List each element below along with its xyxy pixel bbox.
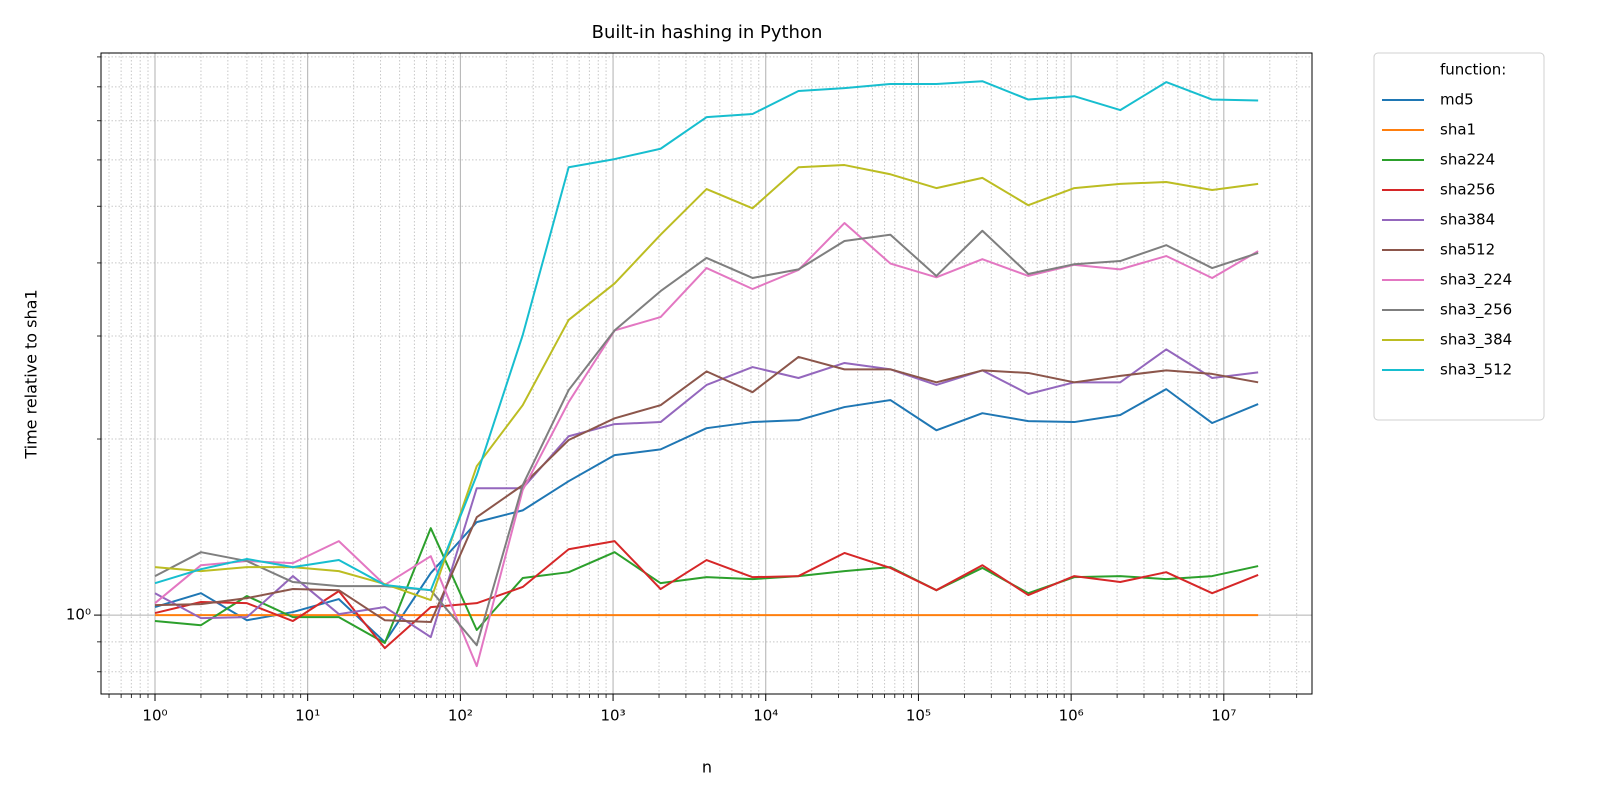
series-line — [154, 80, 1259, 592]
x-tick-label: 10³ — [601, 707, 626, 725]
series-line — [154, 164, 1259, 602]
x-tick-label: 10¹ — [295, 707, 320, 725]
chart-title: Built-in hashing in Python — [592, 22, 823, 43]
x-tick-label: 10⁵ — [906, 707, 931, 725]
legend-label: sha384 — [1440, 211, 1495, 229]
legend-label: sha3_512 — [1440, 361, 1512, 380]
x-tick-label: 10⁶ — [1059, 707, 1084, 725]
y-tick-label: 10⁰ — [66, 606, 91, 624]
series-line — [154, 388, 1259, 644]
legend-label: sha3_384 — [1440, 331, 1512, 350]
x-tick-label: 10⁴ — [753, 707, 778, 725]
legend-box — [1373, 52, 1545, 421]
legend-label: sha512 — [1440, 241, 1495, 259]
legend-label: sha1 — [1440, 121, 1476, 139]
x-tick-label: 10² — [448, 707, 473, 725]
plot-frame — [100, 52, 1313, 695]
legend-label: md5 — [1440, 91, 1474, 109]
series-line — [154, 527, 1259, 644]
series-line — [154, 355, 1259, 624]
legend-label: sha256 — [1440, 181, 1495, 199]
legend-label: sha3_224 — [1440, 271, 1512, 290]
x-tick-label: 10⁰ — [142, 707, 167, 725]
y-axis-label: Time relative to sha1 — [22, 289, 41, 459]
legend-label: sha224 — [1440, 151, 1495, 169]
legend-title: function: — [1440, 61, 1506, 79]
x-axis-label: n — [702, 758, 712, 777]
legend-label: sha3_256 — [1440, 301, 1512, 320]
x-tick-label: 10⁷ — [1211, 707, 1236, 725]
series-line — [154, 229, 1259, 647]
